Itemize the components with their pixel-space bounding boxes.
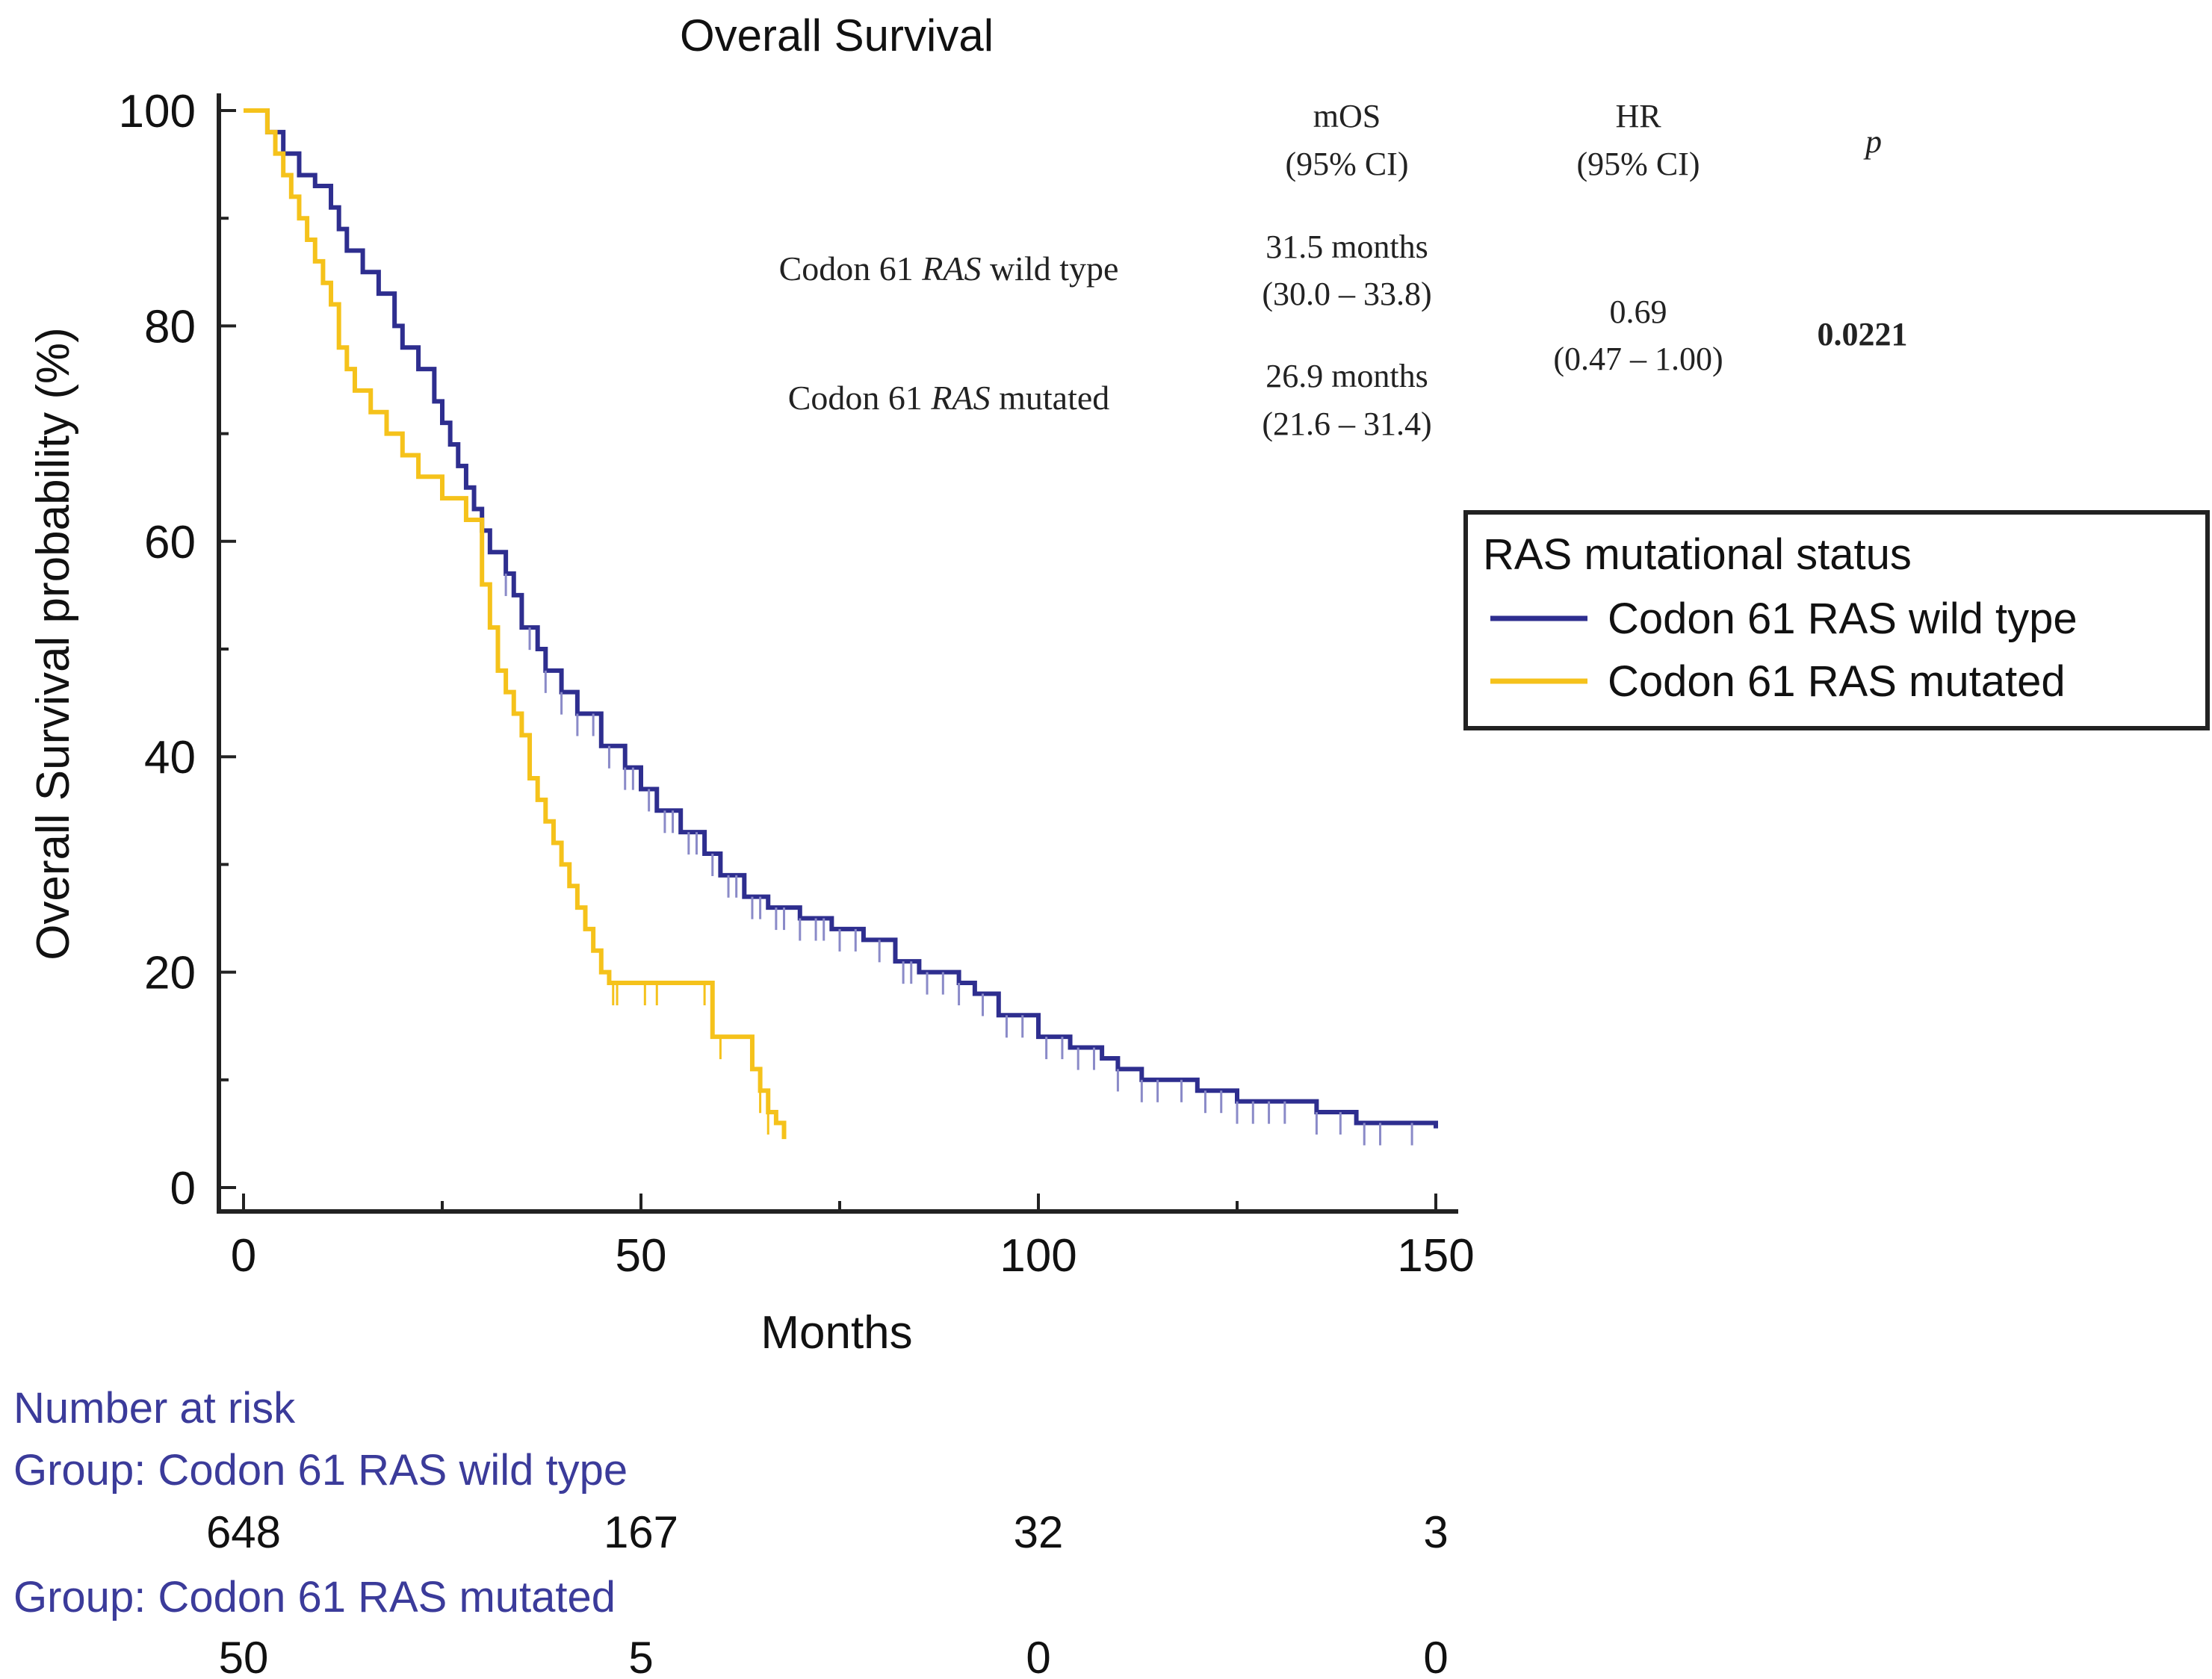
survival-curve — [244, 108, 1438, 1129]
legend-label-mutated: Codon 61 RAS mutated — [1608, 657, 2066, 706]
risk-count: 5 — [628, 1633, 653, 1679]
risk-table: Number at risk Group: Codon 61 RAS wild … — [13, 1384, 1449, 1679]
risk-count: 32 — [1014, 1507, 1064, 1557]
x-ticks: 0 50 100 150 — [231, 1194, 1475, 1282]
stats-row-mutated-label: Codon 61 RAS mutated — [788, 379, 1110, 417]
legend-title: RAS mutational status — [1483, 530, 1912, 579]
stats-header-p: p — [1863, 123, 1882, 160]
stats-header-mos: mOS — [1313, 98, 1381, 134]
stats-row-mutated-mos: 26.9 months — [1265, 358, 1428, 394]
survival-curve — [244, 108, 787, 1140]
risk-count: 0 — [1423, 1633, 1448, 1679]
stats-header-mos-ci: (95% CI) — [1286, 146, 1409, 182]
x-tick-label: 0 — [231, 1230, 256, 1282]
stats-header-hr-ci: (95% CI) — [1577, 146, 1700, 182]
risk-heading: Number at risk — [13, 1384, 296, 1433]
y-ticks: 0 20 40 60 80 100 — [119, 86, 236, 1214]
x-tick-label: 100 — [1000, 1230, 1076, 1282]
y-tick-label: 60 — [144, 517, 196, 568]
stats-row-wildtype-label: Codon 61 RAS wild type — [779, 249, 1119, 288]
stats-row-wildtype-ci: (30.0 – 33.8) — [1262, 276, 1431, 312]
risk-counts: 648 167 32 350 5 0 0 — [206, 1507, 1449, 1679]
stats-hr-ci: (0.47 – 1.00) — [1553, 341, 1723, 377]
y-tick-label: 40 — [144, 732, 196, 783]
stats-row-wildtype-mos: 31.5 months — [1265, 229, 1428, 265]
risk-group-wildtype-label: Group: Codon 61 RAS wild type — [13, 1446, 628, 1495]
survival-curves — [244, 108, 1438, 1146]
legend-label-wildtype: Codon 61 RAS wild type — [1608, 595, 2078, 643]
x-tick-label: 150 — [1397, 1230, 1474, 1282]
stats-row-mutated-ci: (21.6 – 31.4) — [1262, 406, 1431, 442]
risk-count: 0 — [1026, 1633, 1050, 1679]
stats-p-value: 0.0221 — [1818, 316, 1908, 353]
series-mutated — [244, 108, 787, 1140]
legend-box — [1463, 510, 2210, 730]
risk-group-mutated-label: Group: Codon 61 RAS mutated — [13, 1573, 616, 1621]
chart-title: Overall Survival — [680, 10, 994, 60]
y-tick-label: 80 — [144, 301, 196, 353]
legend: RAS mutational status Codon 61 RAS wild … — [1463, 510, 2210, 730]
series-wildtype — [244, 108, 1438, 1146]
stats-table: mOS (95% CI) HR (95% CI) p Codon 61 RAS … — [779, 98, 1908, 442]
y-tick-label: 100 — [119, 86, 196, 137]
y-axis-label: Overall Survival probability (%) — [28, 327, 79, 960]
stats-header-hr: HR — [1615, 98, 1661, 134]
x-tick-label: 50 — [616, 1230, 667, 1282]
x-axis-label: Months — [760, 1307, 912, 1359]
risk-count: 50 — [219, 1633, 269, 1679]
risk-count: 648 — [206, 1507, 281, 1557]
y-tick-label: 20 — [144, 948, 196, 999]
y-tick-label: 0 — [170, 1163, 196, 1214]
risk-count: 3 — [1423, 1507, 1448, 1557]
risk-count: 167 — [604, 1507, 678, 1557]
axes: 0 20 40 60 80 100 0 50 100 150 — [119, 86, 1475, 1282]
stats-hr-value: 0.69 — [1610, 294, 1667, 330]
